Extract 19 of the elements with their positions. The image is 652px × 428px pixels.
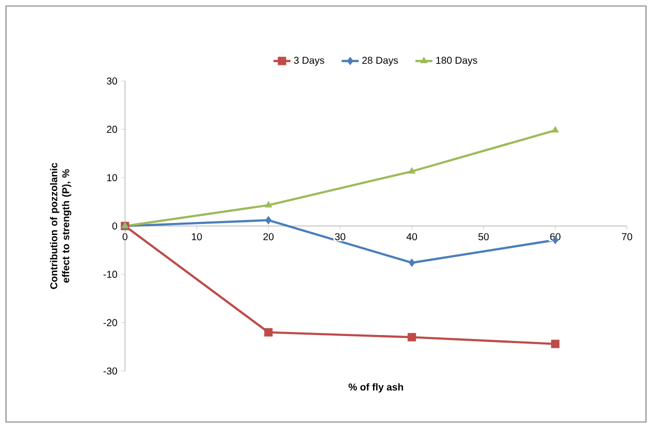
x-axis-title: % of fly ash <box>348 383 404 392</box>
y-axis-title: Contribution of pozzolanic effect to strength (P), % <box>50 162 72 289</box>
y-tick-label: 10 <box>107 174 118 182</box>
x-tick-label: 0 <box>122 233 128 240</box>
y-tick-label: 20 <box>106 126 118 133</box>
y-tick-label: 30 <box>106 77 118 85</box>
x-tick-label: 70 <box>622 233 632 240</box>
legend-label: 28 Days <box>362 56 398 66</box>
x-tick-label: 40 <box>406 233 418 240</box>
y-tick-label: -10 <box>104 270 118 278</box>
legend-label: 3 Days <box>294 56 324 66</box>
y-tick-label: -30 <box>104 367 118 375</box>
legend-label: 180 Days <box>436 56 478 66</box>
y-tick-label: 0 <box>112 222 118 230</box>
y-tick-label: -20 <box>104 319 118 326</box>
x-tick-label: 30 <box>334 233 346 240</box>
x-tick-label: 10 <box>192 233 202 240</box>
x-tick-label: 20 <box>263 233 274 240</box>
x-tick-label: 50 <box>478 233 489 240</box>
